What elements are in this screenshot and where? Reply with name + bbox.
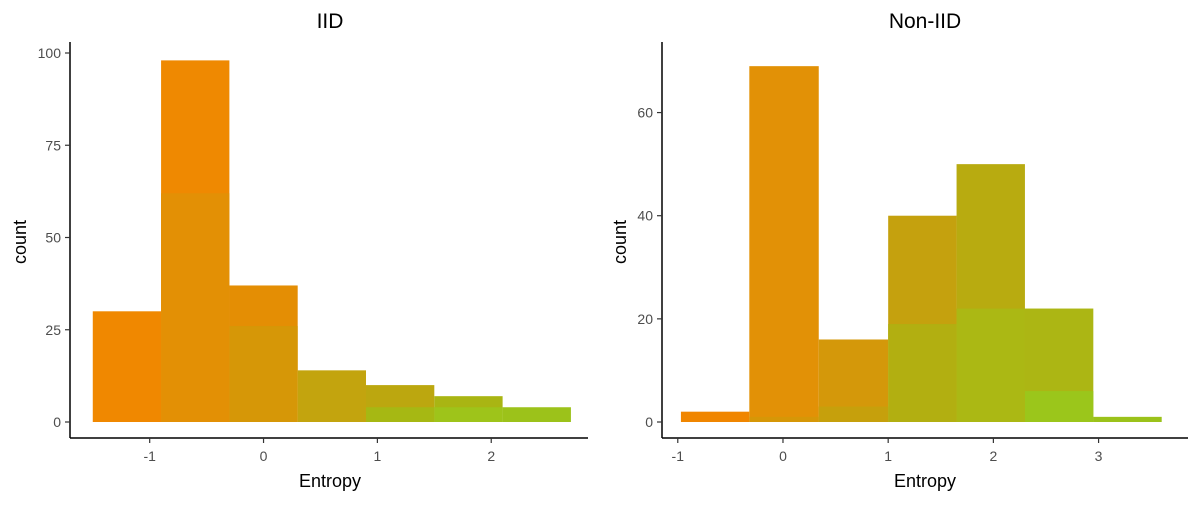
histogram-bar bbox=[502, 407, 571, 422]
histogram-bar-overlay bbox=[366, 407, 435, 422]
y-tick-label: 25 bbox=[45, 322, 61, 338]
x-tick-label: 1 bbox=[884, 448, 892, 464]
bars bbox=[92, 60, 571, 422]
histogram-bar bbox=[1093, 416, 1162, 422]
histogram-bar-overlay bbox=[749, 416, 819, 422]
y-tick-label: 20 bbox=[637, 311, 653, 327]
x-tick-label: 3 bbox=[1095, 448, 1103, 464]
x-tick-label: 2 bbox=[989, 448, 997, 464]
chart-title: IID bbox=[317, 10, 344, 33]
histogram-bar-overlay bbox=[888, 324, 957, 422]
y-tick-label: 0 bbox=[53, 414, 61, 430]
y-axis-label: count bbox=[610, 220, 630, 264]
x-tick-label: -1 bbox=[672, 448, 685, 464]
y-tick-label: 50 bbox=[45, 230, 61, 246]
histogram-bar bbox=[680, 411, 750, 422]
panel-non-iid: Non-IID count Entropy 0 20 40 60 -1 0 1 2 3 bbox=[610, 10, 1188, 491]
x-axis-label: Entropy bbox=[894, 471, 956, 491]
histogram-bar-overlay bbox=[956, 308, 1025, 422]
x-axis-label: Entropy bbox=[299, 471, 361, 491]
chart-title: Non-IID bbox=[889, 10, 961, 33]
x-tick-label: -1 bbox=[143, 448, 156, 464]
y-tick-label: 60 bbox=[637, 105, 653, 121]
histogram-bar bbox=[297, 370, 366, 422]
histogram-bar-overlay bbox=[818, 406, 889, 422]
x-tick-label: 1 bbox=[373, 448, 381, 464]
x-tick-label: 0 bbox=[260, 448, 268, 464]
x-tick-label: 2 bbox=[487, 448, 495, 464]
histogram-bar-overlay bbox=[229, 326, 298, 422]
y-tick-label: 100 bbox=[38, 45, 62, 61]
histogram-bar bbox=[92, 311, 162, 422]
panel-iid: IID count Entropy 0 25 50 75 100 -1 0 1 2 bbox=[10, 10, 588, 491]
histogram-bar-overlay bbox=[161, 193, 230, 422]
y-tick-label: 75 bbox=[45, 137, 61, 153]
y-tick-label: 0 bbox=[645, 414, 653, 430]
histogram-bar-overlay bbox=[1024, 391, 1094, 422]
histogram-bar-overlay bbox=[434, 407, 503, 422]
bars bbox=[680, 66, 1162, 423]
y-tick-label: 40 bbox=[637, 208, 653, 224]
y-axis-label: count bbox=[10, 220, 30, 264]
histogram-bar bbox=[749, 66, 819, 423]
x-tick-label: 0 bbox=[779, 448, 787, 464]
